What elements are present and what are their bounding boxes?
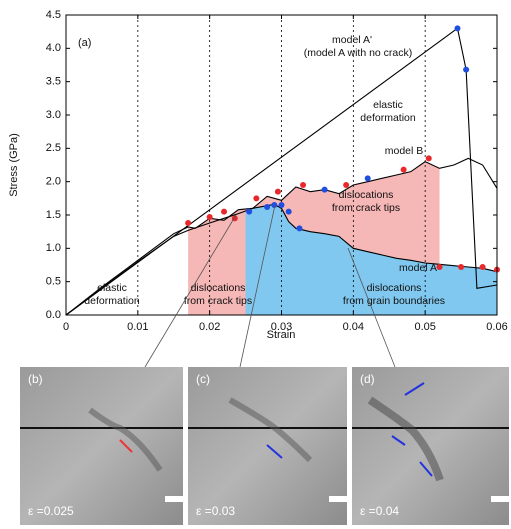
panel-label: (d)	[360, 372, 375, 386]
data-dot	[221, 209, 227, 215]
annotation: dislocations	[367, 282, 422, 294]
data-dot	[264, 204, 270, 210]
y-tick-label: 4.0	[46, 42, 61, 54]
annotation: model A'	[332, 34, 372, 46]
annotation: (a)	[78, 37, 91, 49]
x-tick-label: 0.04	[343, 321, 364, 333]
data-dot	[463, 67, 469, 73]
panel-strain: ε =0.03	[196, 504, 235, 518]
panel-label: (c)	[196, 372, 210, 386]
annotation: elastic	[373, 99, 403, 111]
y-tick-label: 1.5	[46, 209, 61, 221]
x-tick-label: 0.02	[199, 321, 220, 333]
annotation: model B	[385, 145, 424, 157]
data-dot	[322, 187, 328, 193]
data-dot	[207, 214, 213, 220]
data-dot	[343, 182, 349, 188]
annotation: dislocations	[191, 282, 246, 294]
data-dot	[365, 175, 371, 181]
data-dot	[426, 155, 432, 161]
annotation: dislocations	[339, 189, 394, 201]
x-tick-label: 0.05	[414, 321, 435, 333]
y-tick-label: 2.0	[46, 176, 61, 188]
panel-strain: ε =0.025	[28, 504, 74, 518]
data-dot	[480, 264, 486, 270]
panel-strain: ε =0.04	[360, 504, 399, 518]
figure: Strain Stress (GPa) (a) model A' (model …	[0, 0, 511, 529]
data-dot	[296, 225, 302, 231]
y-tick-label: 3.0	[46, 109, 61, 121]
data-dot	[286, 209, 292, 215]
x-tick-label: 0.06	[486, 321, 507, 333]
x-tick-label: 0	[63, 321, 69, 333]
y-tick-label: 2.5	[46, 142, 61, 154]
data-dot	[437, 264, 443, 270]
annotation: elastic	[97, 282, 127, 294]
data-dot	[246, 209, 252, 215]
panel: (b) ε =0.025	[20, 367, 183, 525]
panel-label: (b)	[28, 372, 43, 386]
y-axis-label: Stress (GPa)	[8, 133, 20, 197]
y-tick-label: 1.0	[46, 242, 61, 254]
annotation: from grain boundaries	[343, 295, 445, 307]
annotation: from crack tips	[332, 202, 400, 214]
y-tick-label: 0.0	[46, 309, 61, 321]
data-dot	[401, 167, 407, 173]
data-dot	[185, 220, 191, 226]
annotation: (model A with no crack)	[304, 47, 413, 59]
annotation: model A	[399, 262, 437, 274]
x-tick-label: 0.01	[127, 321, 148, 333]
data-dot	[279, 202, 285, 208]
y-tick-label: 4.5	[46, 9, 61, 21]
data-dot	[454, 25, 460, 31]
annotation: deformation	[84, 295, 140, 307]
data-dot	[275, 189, 281, 195]
x-tick-label: 0.03	[271, 321, 292, 333]
panel: (c) ε =0.03	[188, 367, 347, 525]
y-tick-label: 3.5	[46, 76, 61, 88]
data-dot	[458, 264, 464, 270]
data-dot	[253, 195, 259, 201]
panel: (d) ε =0.04	[352, 367, 509, 525]
annotation: deformation	[360, 112, 416, 124]
y-tick-label: 0.5	[46, 276, 61, 288]
data-dot	[300, 182, 306, 188]
annotation: from crack tips	[184, 295, 252, 307]
